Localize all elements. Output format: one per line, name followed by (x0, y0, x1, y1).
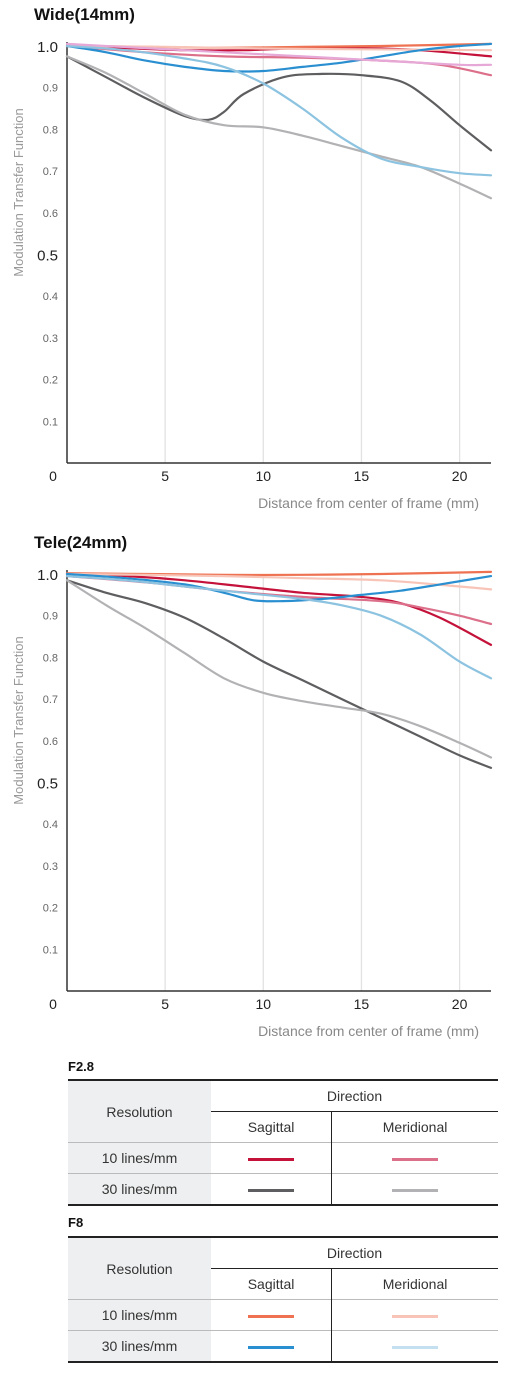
series-line (65, 42, 493, 73)
series-line (65, 572, 493, 603)
y-tick-label: 0.3 (43, 861, 58, 873)
meridional-swatch-cell (331, 1173, 498, 1205)
meridional-swatch-cell (331, 1142, 498, 1174)
chart-title-tele: Tele(24mm) (34, 533, 128, 552)
legend-swatch-meridional (392, 1188, 439, 1192)
y-tick-label: 0.5 (37, 248, 58, 265)
legend-swatch-meridional (392, 1314, 439, 1318)
legend-heading-f8: F8 (68, 1215, 84, 1230)
direction-header: Direction (211, 1237, 498, 1269)
y-tick-label: 0.5 (37, 776, 58, 793)
x-tick-label: 5 (161, 996, 169, 1012)
direction-header: Direction (211, 1080, 498, 1112)
y-tick-label: 0.1 (43, 944, 58, 956)
meridional-swatch-cell (331, 1330, 498, 1362)
x-axis-label: Distance from center of frame (mm) (258, 495, 479, 511)
legend-heading-f28: F2.8 (68, 1059, 95, 1074)
resolution-label: 10 lines/mm (68, 1142, 211, 1174)
y-tick-label: 0.2 (43, 375, 58, 387)
y-tick-label: 0.9 (43, 611, 58, 623)
legend-swatch-sagittal (248, 1157, 295, 1161)
legend-row: 10 lines/mm (68, 1299, 498, 1331)
mtf-chart-tele: 1.0 0.9 0.8 0.7 0.6 0.5 0.4 0.3 0.2 0.1 0 5 10 15 20 Di… (11, 567, 493, 1039)
legend-swatch-meridional (392, 1345, 439, 1349)
y-tick-label: 0.9 (43, 83, 58, 95)
x-axis-label: Distance from center of frame (mm) (258, 1023, 479, 1039)
x-tick-label: 0 (49, 468, 57, 484)
series-line (65, 44, 493, 52)
y-axis-label: Modulation Transfer Function (11, 108, 26, 276)
legend-swatch-sagittal (248, 1314, 295, 1318)
x-tick-label: 20 (452, 468, 468, 484)
series-line (65, 44, 493, 177)
legend-swatch-sagittal (248, 1188, 295, 1192)
series-line (65, 579, 493, 769)
y-tick-label: 0.8 (43, 124, 58, 136)
y-tick-label: 0.1 (43, 416, 58, 428)
y-tick-label: 0.3 (43, 333, 58, 345)
y-tick-label: 0.6 (43, 736, 58, 748)
meridional-header: Meridional (382, 1119, 448, 1135)
legend-row: 30 lines/mm (68, 1330, 498, 1362)
sagittal-swatch-cell (211, 1173, 333, 1205)
sagittal-header: Sagittal (211, 1268, 333, 1300)
chart-title-wide: Wide(14mm) (34, 5, 135, 24)
resolution-label: 30 lines/mm (68, 1330, 211, 1362)
legend-table-f8: Resolution Direction Sagittal Meridional… (68, 1236, 498, 1363)
x-tick-label: 20 (452, 996, 468, 1012)
series-line (65, 42, 493, 67)
x-tick-label: 15 (354, 468, 370, 484)
series-line (65, 55, 493, 152)
x-tick-label: 0 (49, 996, 57, 1012)
series-line (65, 579, 493, 759)
legend-swatch-sagittal (248, 1345, 295, 1349)
y-tick-label: 1.0 (37, 39, 58, 56)
series-line (65, 572, 493, 646)
y-tick-label: 0.7 (43, 166, 58, 178)
resolution-header: Resolution (68, 1080, 211, 1143)
y-tick-label: 1.0 (37, 567, 58, 584)
meridional-header: Meridional (382, 1276, 448, 1292)
y-tick-label: 0.6 (43, 208, 58, 220)
y-axis-label: Modulation Transfer Function (11, 636, 26, 804)
sagittal-swatch-cell (211, 1142, 333, 1174)
series-line (65, 572, 493, 591)
x-tick-label: 5 (161, 468, 169, 484)
x-tick-label: 10 (256, 468, 272, 484)
resolution-header: Resolution (68, 1237, 211, 1300)
y-tick-label: 0.2 (43, 903, 58, 915)
mtf-chart-wide: 1.0 0.9 0.8 0.7 0.6 0.5 0.4 0.3 0.2 0.1 0 5 10 15 20 Di… (11, 39, 493, 511)
resolution-label: 10 lines/mm (68, 1299, 211, 1331)
legend-row: 10 lines/mm (68, 1142, 498, 1174)
x-tick-label: 15 (354, 996, 370, 1012)
legend-row: 30 lines/mm (68, 1173, 498, 1205)
series-line (65, 575, 493, 680)
y-tick-label: 0.8 (43, 652, 58, 664)
legend-table-f28: Resolution Direction Sagittal Meridional… (68, 1079, 498, 1206)
resolution-label: 30 lines/mm (68, 1173, 211, 1205)
sagittal-swatch-cell (211, 1330, 333, 1362)
legend-swatch-meridional (392, 1157, 439, 1161)
y-tick-label: 0.4 (43, 819, 58, 831)
meridional-swatch-cell (331, 1299, 498, 1331)
y-tick-label: 0.4 (43, 291, 58, 303)
sagittal-swatch-cell (211, 1299, 333, 1331)
y-tick-label: 0.7 (43, 694, 58, 706)
sagittal-header: Sagittal (211, 1111, 333, 1143)
x-tick-label: 10 (256, 996, 272, 1012)
